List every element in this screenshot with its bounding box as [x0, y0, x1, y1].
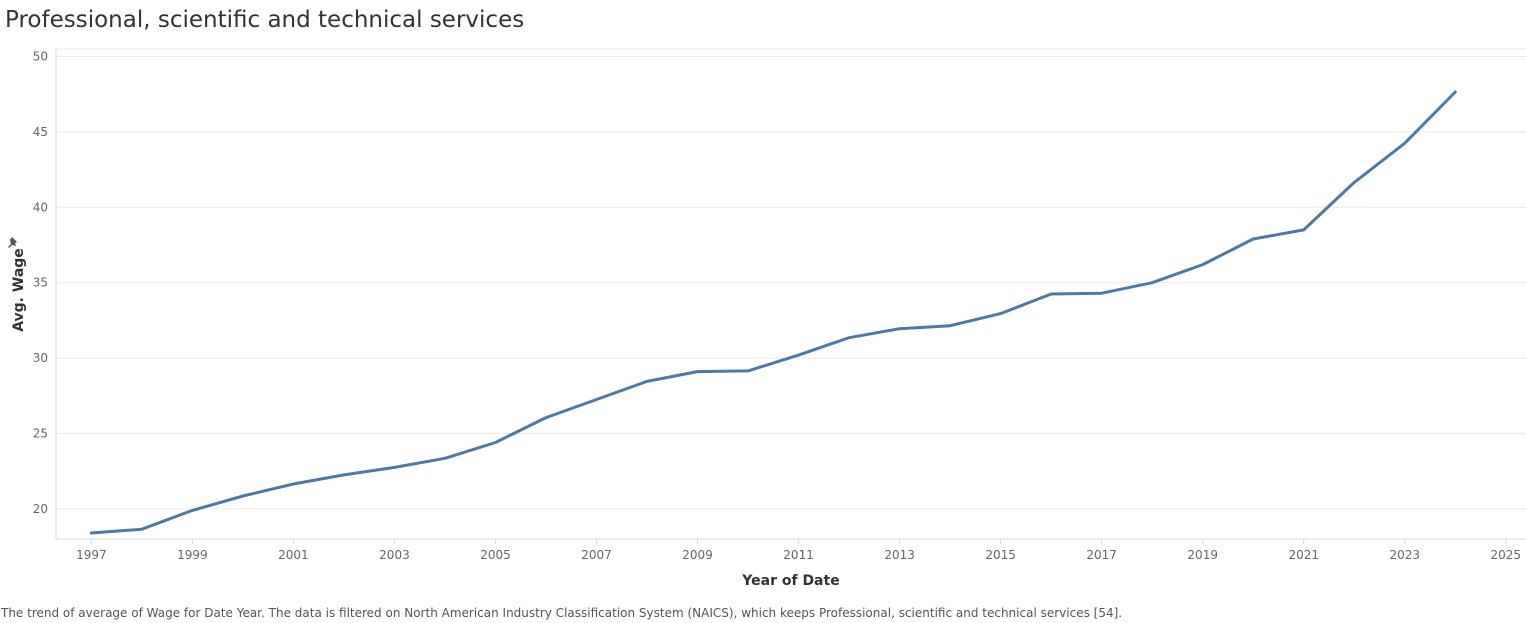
x-tick-label: 2025 — [1491, 548, 1522, 562]
data-point[interactable] — [693, 367, 703, 377]
y-axis-title-group[interactable]: Avg. Wage — [8, 237, 27, 332]
data-point[interactable] — [86, 528, 96, 538]
x-tick-label: 2009 — [682, 548, 713, 562]
y-tick-label: 40 — [33, 200, 48, 214]
data-point[interactable] — [1198, 260, 1208, 270]
x-tick-label: 2003 — [379, 548, 410, 562]
data-point[interactable] — [844, 333, 854, 343]
x-tick-label: 2015 — [985, 548, 1016, 562]
x-tick-label: 1999 — [177, 548, 208, 562]
x-tick-label: 2023 — [1389, 548, 1420, 562]
data-point[interactable] — [288, 479, 298, 489]
data-point[interactable] — [592, 395, 602, 405]
data-point[interactable] — [1046, 289, 1056, 299]
y-tick-label: 30 — [33, 351, 48, 365]
data-point[interactable] — [1097, 288, 1107, 298]
data-point[interactable] — [541, 413, 551, 423]
data-point[interactable] — [642, 376, 652, 386]
x-tick-label: 2001 — [278, 548, 309, 562]
x-axis-ticks: 1997 1999 2001 2003 2005 2007 2009 2011 2013 2015… — [76, 539, 1521, 562]
data-point[interactable] — [440, 453, 450, 463]
data-point[interactable] — [137, 524, 147, 534]
x-tick-label: 2011 — [783, 548, 814, 562]
data-point[interactable] — [895, 324, 905, 334]
y-tick-label: 35 — [33, 276, 48, 290]
data-point[interactable] — [490, 438, 500, 448]
x-tick-label: 2019 — [1187, 548, 1218, 562]
data-point[interactable] — [1248, 234, 1258, 244]
series — [86, 87, 1460, 538]
data-point[interactable] — [1299, 225, 1309, 235]
x-tick-label: 2007 — [581, 548, 612, 562]
y-tick-label: 45 — [33, 125, 48, 139]
y-tick-label: 50 — [33, 50, 48, 64]
pin-icon[interactable] — [8, 237, 17, 248]
x-tick-label: 2005 — [480, 548, 511, 562]
axes — [55, 48, 1526, 540]
y-axis-ticks: 20 25 30 35 40 45 50 — [33, 50, 48, 516]
data-point[interactable] — [794, 350, 804, 360]
x-tick-label: 2013 — [884, 548, 915, 562]
data-point[interactable] — [1400, 138, 1410, 148]
y-tick-label: 25 — [33, 426, 48, 440]
data-point[interactable] — [339, 470, 349, 480]
data-point[interactable] — [1349, 177, 1359, 187]
x-tick-label: 1997 — [76, 548, 107, 562]
x-tick-label: 2017 — [1086, 548, 1117, 562]
data-point[interactable] — [187, 505, 197, 515]
data-point[interactable] — [238, 491, 248, 501]
data-point[interactable] — [1450, 87, 1460, 97]
data-point[interactable] — [389, 462, 399, 472]
gridlines — [56, 56, 1526, 510]
x-tick-label: 2021 — [1288, 548, 1319, 562]
y-tick-label: 20 — [33, 502, 48, 516]
y-axis-title: Avg. Wage — [11, 248, 27, 332]
x-axis-title: Year of Date — [741, 573, 839, 589]
data-point[interactable] — [945, 321, 955, 331]
data-point[interactable] — [743, 366, 753, 376]
data-point[interactable] — [996, 309, 1006, 319]
chart-title: Professional, scientific and technical s… — [5, 7, 525, 33]
chart-caption: The trend of average of Wage for Date Ye… — [1, 606, 1123, 620]
series-line[interactable] — [89, 90, 1457, 535]
data-point[interactable] — [1147, 278, 1157, 288]
